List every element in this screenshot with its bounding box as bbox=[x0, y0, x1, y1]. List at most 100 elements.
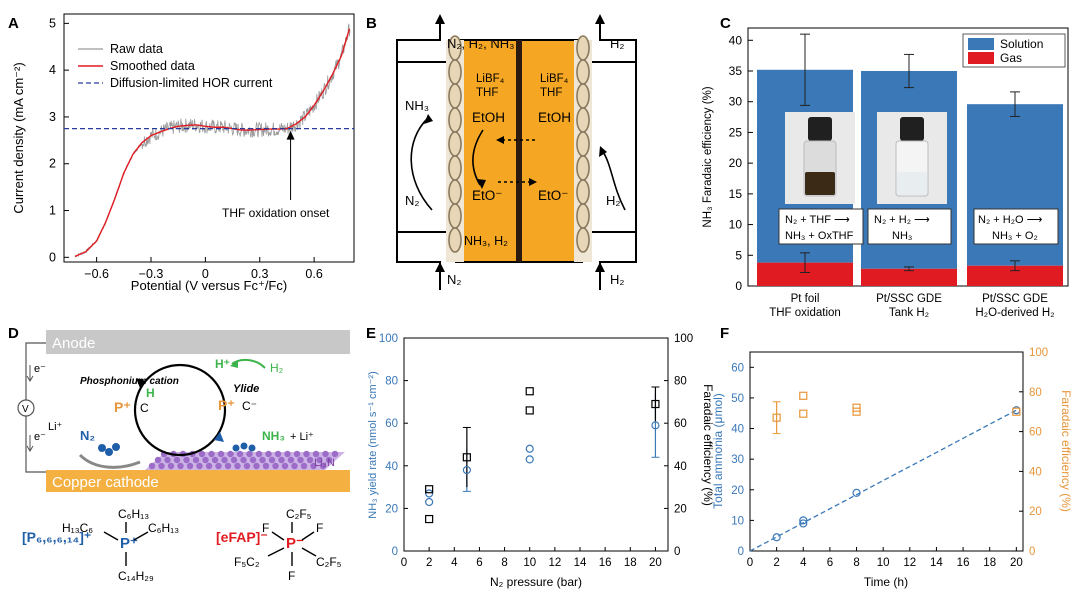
y-tick-label-a: 4 bbox=[49, 63, 56, 77]
y-tick-label-c: 10 bbox=[729, 218, 743, 232]
electrode-loop bbox=[448, 155, 462, 181]
y-tick-label-right-f: 20 bbox=[1029, 506, 1042, 518]
points-e bbox=[425, 386, 660, 524]
ylabel-c: NH₃ Faradaic efficiency (%) bbox=[702, 86, 714, 227]
panel-letter-b: B bbox=[366, 15, 377, 32]
ylide-label: Ylide bbox=[233, 383, 259, 395]
y-tick-label-a: 3 bbox=[49, 110, 56, 124]
cation-c6h13-top: C₆H₁₃ bbox=[118, 507, 149, 521]
axis-ticks-f: 0 2 4 6 8 10 12 14 16 18 20 0 10 20 30 40 50 60 0 20 40 60 80 1… bbox=[731, 347, 1048, 569]
x-tick-label-e: 2 bbox=[426, 557, 432, 569]
plot-frame-a bbox=[63, 13, 355, 263]
li3n-atom bbox=[215, 462, 222, 470]
electrode-loop bbox=[576, 155, 590, 181]
y-tick-label-a: 5 bbox=[49, 16, 56, 30]
point-fe bbox=[462, 453, 471, 462]
li3n-atom bbox=[303, 450, 310, 458]
cycle-arrow-right-icon bbox=[214, 432, 224, 442]
ylabel-f: Total ammonia (μmol) bbox=[711, 393, 725, 509]
panel-d: D Anode Copper cathode V e⁻ e⁻ Li₃N Phos… bbox=[8, 325, 350, 583]
electrode-loop bbox=[448, 203, 462, 229]
nh3-molecule-3 bbox=[248, 444, 256, 452]
cycle-ring bbox=[133, 363, 227, 457]
axis-ticks-a: −0.6 −0.3 0 0.3 0.6 0 1 2 3 4 5 bbox=[49, 16, 323, 281]
y-tick-label-f: 30 bbox=[731, 454, 744, 466]
x-tick-label-f: 18 bbox=[983, 557, 996, 569]
x-tick-label-e: 14 bbox=[574, 557, 587, 569]
bond-c6-right bbox=[133, 531, 149, 541]
y-tick-label-right-e: 0 bbox=[674, 546, 680, 558]
point-fe-f bbox=[852, 403, 861, 412]
reaction-box-3: N₂ + H₂O ⟶ NH₃ + O₂ bbox=[973, 208, 1059, 245]
li3n-atom bbox=[322, 450, 329, 458]
li3n-atom bbox=[234, 462, 241, 470]
phosphonium-label: Phosphonium cation bbox=[80, 376, 179, 387]
y-tick-label-f: 20 bbox=[731, 485, 744, 497]
category-3-line2: H₂O-derived H₂ bbox=[975, 307, 1054, 319]
point-yield bbox=[462, 465, 471, 475]
separator-membrane bbox=[516, 40, 522, 262]
li3n-atom bbox=[205, 462, 213, 470]
y-tick-label-e: 100 bbox=[379, 333, 398, 345]
x-tick-label-e: 8 bbox=[501, 557, 507, 569]
ylabel-right-f: Faradaic efficiency (%) bbox=[1059, 390, 1073, 512]
x-tick-label-e: 12 bbox=[548, 557, 561, 569]
point-fe-f bbox=[799, 409, 808, 418]
li3n-atom bbox=[230, 456, 238, 464]
y-tick-label-right-f: 60 bbox=[1029, 427, 1042, 439]
electrode-loop bbox=[576, 107, 590, 133]
point-yield bbox=[425, 489, 434, 498]
vial-thf bbox=[785, 112, 855, 204]
x-tick-label-a: 0.6 bbox=[305, 267, 322, 281]
left-inlet-line bbox=[396, 232, 441, 290]
eto-transfer-arrowhead-icon bbox=[529, 178, 537, 186]
li3n-atom bbox=[249, 456, 257, 464]
electrode-loop bbox=[576, 203, 590, 229]
electron-label-top: e⁻ bbox=[34, 363, 46, 375]
li3n-atom bbox=[177, 462, 184, 470]
li-left-label: Li⁺ bbox=[48, 421, 63, 433]
point-fe-f bbox=[772, 413, 781, 422]
eto-right: EtO⁻ bbox=[538, 188, 568, 203]
li3n-atom bbox=[316, 456, 323, 464]
cation-c14h29: C₁₄H₂₉ bbox=[118, 569, 154, 583]
x-tick-label-e: 20 bbox=[649, 557, 662, 569]
thf-onset-label: THF oxidation onset bbox=[222, 206, 330, 220]
cathode-bar bbox=[46, 470, 350, 492]
voltmeter-label: V bbox=[22, 404, 29, 415]
electrode-loop bbox=[448, 107, 462, 133]
point-yield bbox=[525, 455, 534, 464]
li3n-atom bbox=[164, 456, 171, 464]
point-fe bbox=[425, 485, 434, 494]
reaction-box-2: N₂ + H₂ ⟶ NH₃ bbox=[867, 208, 952, 245]
anode-bar bbox=[46, 330, 350, 354]
y-tick-label-e: 40 bbox=[385, 461, 398, 473]
y-tick-label-e: 80 bbox=[385, 376, 398, 388]
eto-left: EtO⁻ bbox=[472, 188, 502, 203]
inlet-right-label: H₂ bbox=[610, 272, 624, 287]
nh3-label-d: NH₃ bbox=[262, 429, 285, 443]
y-tick-label-c: 5 bbox=[735, 248, 742, 262]
y-tick-label-right-e: 60 bbox=[674, 418, 687, 430]
n2-to-nh3-arrow bbox=[410, 117, 433, 211]
li3n-atom bbox=[208, 450, 215, 458]
electron-arrow-top-icon bbox=[26, 365, 34, 382]
li3n-atom bbox=[291, 462, 298, 470]
category-3-line1: Pt/SSC GDE bbox=[982, 293, 1048, 305]
point-yield bbox=[651, 421, 660, 430]
etoh-transfer-arrowhead-icon bbox=[496, 136, 504, 144]
legend-gas: Gas bbox=[1000, 51, 1022, 65]
electrode-loop bbox=[448, 59, 462, 85]
li3n-atom bbox=[183, 456, 190, 464]
h2-label-d: H₂ bbox=[270, 361, 284, 375]
plot-frame-f bbox=[749, 351, 1024, 552]
point-fe-f bbox=[1012, 407, 1021, 416]
x-tick-label-f: 4 bbox=[800, 557, 807, 569]
panel-f: F 0 2 4 6 8 10 12 14 16 18 20 0 10 20 30 40 50 60 0 20 40 60 8… bbox=[711, 325, 1073, 589]
li3n-atom bbox=[293, 450, 301, 458]
li3n-atom bbox=[281, 462, 289, 470]
anion-c2f5-left: F₅C₂ bbox=[234, 555, 260, 569]
li3n-atom bbox=[312, 450, 320, 458]
n2-molecule-1 bbox=[98, 444, 106, 452]
